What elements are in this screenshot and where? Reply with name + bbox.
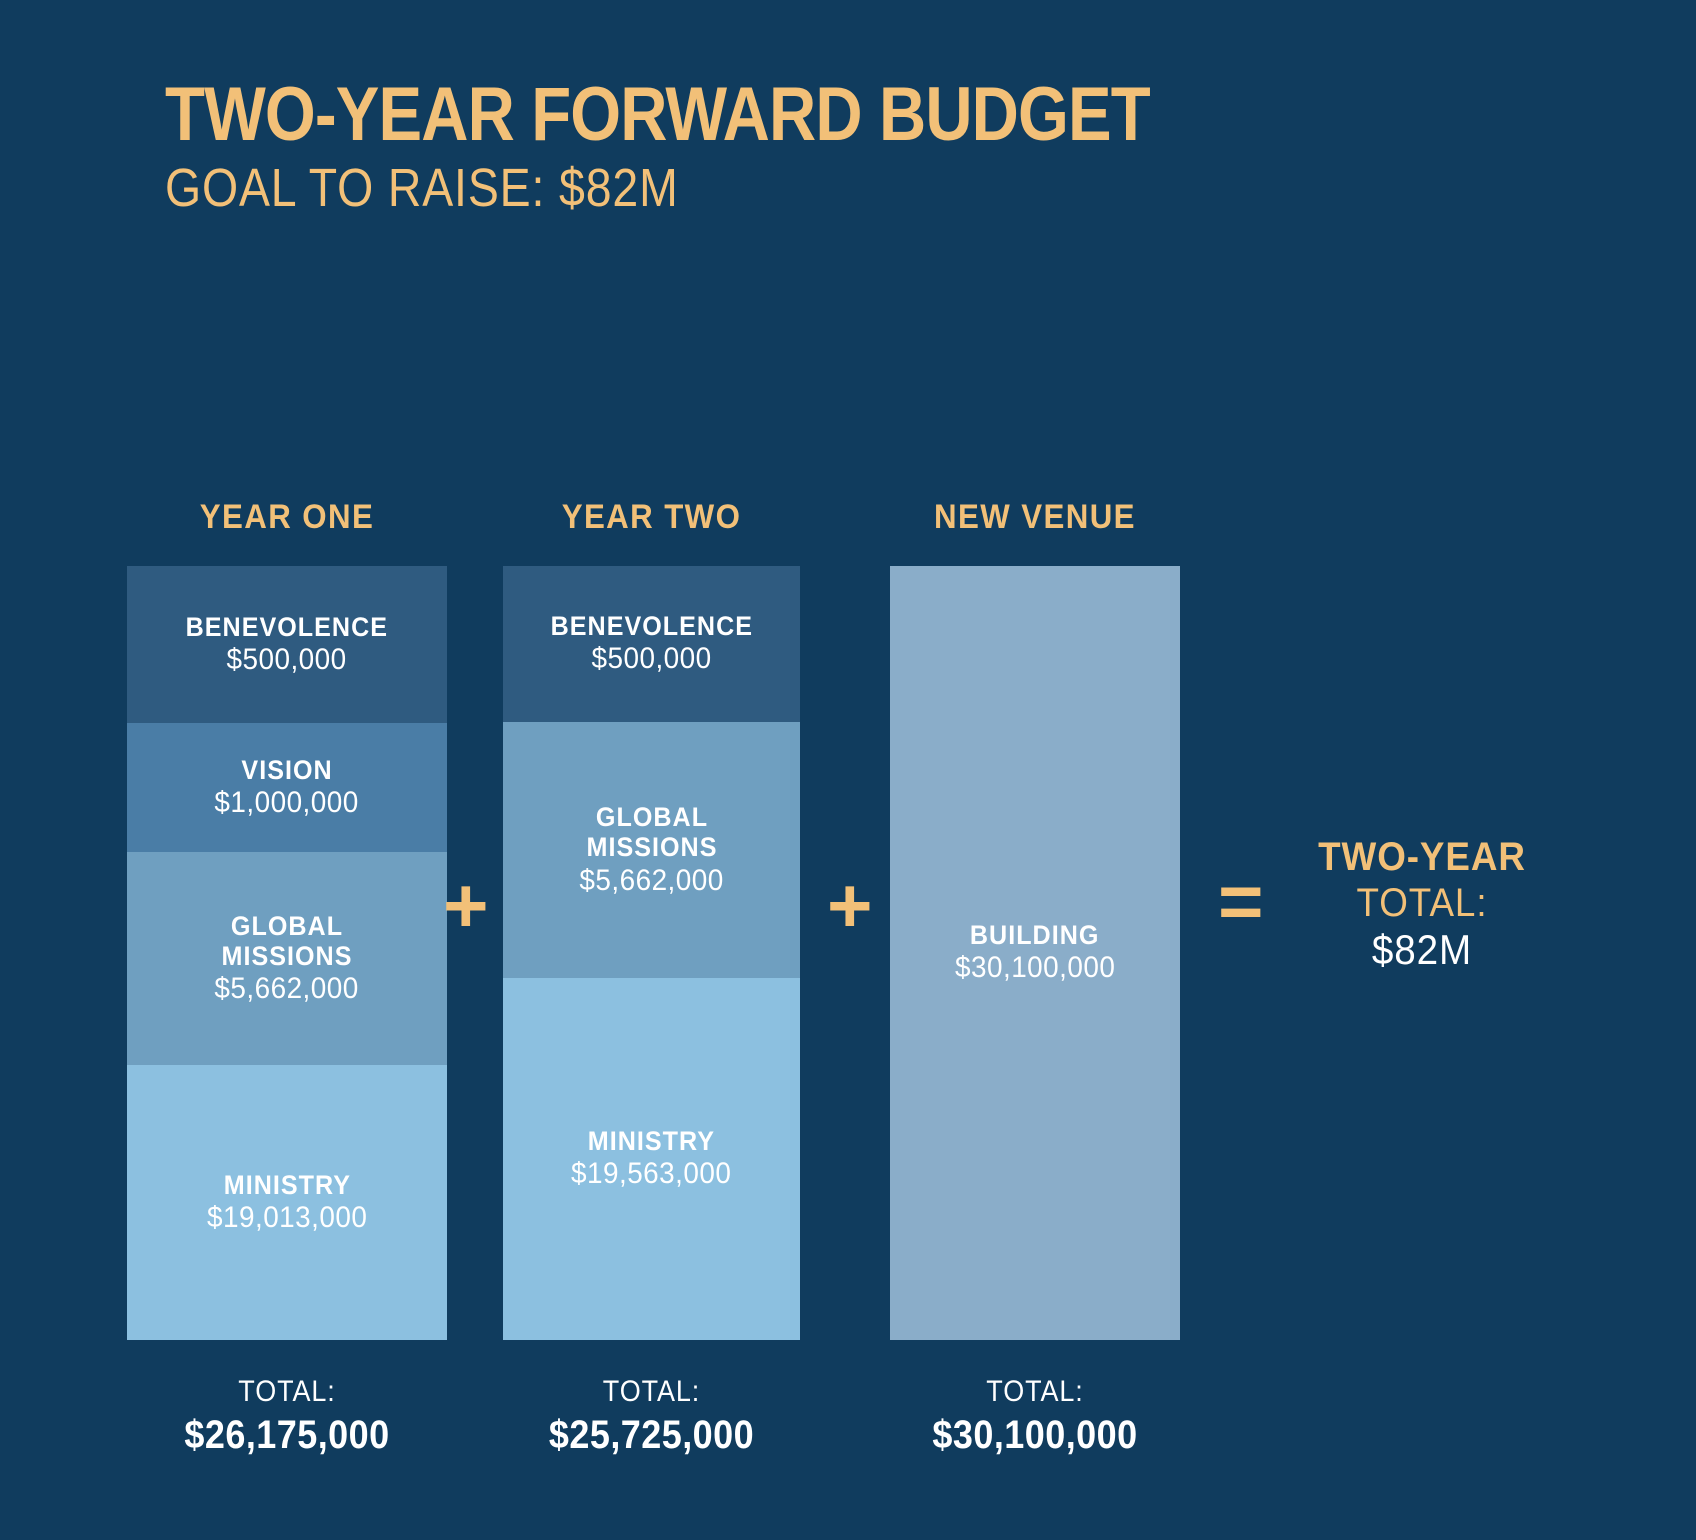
page-subtitle: GOAL TO RAISE: $82M [165, 158, 679, 219]
title-block: TWO-YEAR FORWARD BUDGET GOAL TO RAISE: $… [165, 72, 1310, 219]
total-label: TOTAL: [238, 1375, 336, 1408]
segment-label: GLOBAL MISSIONS [221, 910, 353, 971]
total-label: TOTAL: [602, 1375, 701, 1408]
budget-column-year-two: YEAR TWO BENEVOLENCE $500,000 GLOBAL MIS… [503, 498, 800, 1340]
bar-segment-ministry[interactable]: MINISTRY $19,563,000 [503, 978, 800, 1340]
column-total-year-one: TOTAL: $26,175,000 [127, 1375, 447, 1458]
column-total-new-venue: TOTAL: $30,100,000 [890, 1375, 1180, 1458]
bar-segment-benevolence[interactable]: BENEVOLENCE $500,000 [127, 566, 447, 723]
plus-operator-one: + [443, 861, 489, 949]
segment-amount: $1,000,000 [214, 785, 360, 819]
total-value: $25,725,000 [548, 1413, 755, 1457]
stacked-bar-year-one: BENEVOLENCE $500,000 VISION $1,000,000 G… [127, 566, 447, 1340]
bar-segment-global-missions[interactable]: GLOBAL MISSIONS $5,662,000 [127, 852, 447, 1065]
segment-label: MINISTRY [587, 1126, 716, 1157]
segment-label: VISION [241, 754, 333, 785]
page-title: TWO-YEAR FORWARD BUDGET [165, 72, 1151, 157]
column-total-year-two: TOTAL: $25,725,000 [503, 1375, 800, 1458]
bar-segment-vision[interactable]: VISION $1,000,000 [127, 723, 447, 852]
segment-amount: $500,000 [226, 642, 348, 676]
summary-line-total-value: $82M [1371, 926, 1473, 974]
bar-segment-global-missions[interactable]: GLOBAL MISSIONS $5,662,000 [503, 722, 800, 978]
budget-column-new-venue: NEW VENUE BUILDING $30,100,000 [890, 498, 1180, 1340]
summary-line-title: TWO-YEAR [1318, 835, 1526, 879]
bar-segment-building[interactable]: BUILDING $30,100,000 [890, 566, 1180, 1340]
total-value: $26,175,000 [184, 1413, 390, 1457]
segment-label: GLOBAL MISSIONS [586, 802, 717, 863]
total-label: TOTAL: [986, 1375, 1084, 1408]
column-header-new-venue: NEW VENUE [934, 498, 1136, 536]
segment-amount: $5,662,000 [214, 972, 360, 1006]
bar-segment-benevolence[interactable]: BENEVOLENCE $500,000 [503, 566, 800, 722]
column-header-year-one: YEAR ONE [199, 498, 375, 536]
segment-label: MINISTRY [223, 1169, 351, 1200]
segment-label: BENEVOLENCE [185, 611, 389, 642]
column-header-year-two: YEAR TWO [561, 498, 742, 536]
segment-amount: $500,000 [591, 642, 712, 676]
segment-amount: $30,100,000 [954, 951, 1116, 985]
plus-operator-two: + [827, 861, 873, 949]
segment-amount: $19,563,000 [571, 1157, 732, 1191]
bar-segment-ministry[interactable]: MINISTRY $19,013,000 [127, 1065, 447, 1340]
segment-label: BENEVOLENCE [550, 611, 753, 642]
stacked-bar-new-venue: BUILDING $30,100,000 [890, 566, 1180, 1340]
grand-total-summary: TWO-YEAR TOTAL: $82M [1272, 835, 1572, 975]
budget-column-year-one: YEAR ONE BENEVOLENCE $500,000 VISION $1,… [127, 498, 447, 1340]
summary-line-total-label: TOTAL: [1356, 880, 1488, 925]
segment-amount: $5,662,000 [579, 863, 724, 897]
stacked-bar-year-two: BENEVOLENCE $500,000 GLOBAL MISSIONS $5,… [503, 566, 800, 1340]
total-value: $30,100,000 [932, 1413, 1138, 1457]
segment-label: BUILDING [970, 920, 1100, 951]
equals-operator: = [1218, 857, 1264, 945]
segment-amount: $19,013,000 [206, 1200, 368, 1234]
